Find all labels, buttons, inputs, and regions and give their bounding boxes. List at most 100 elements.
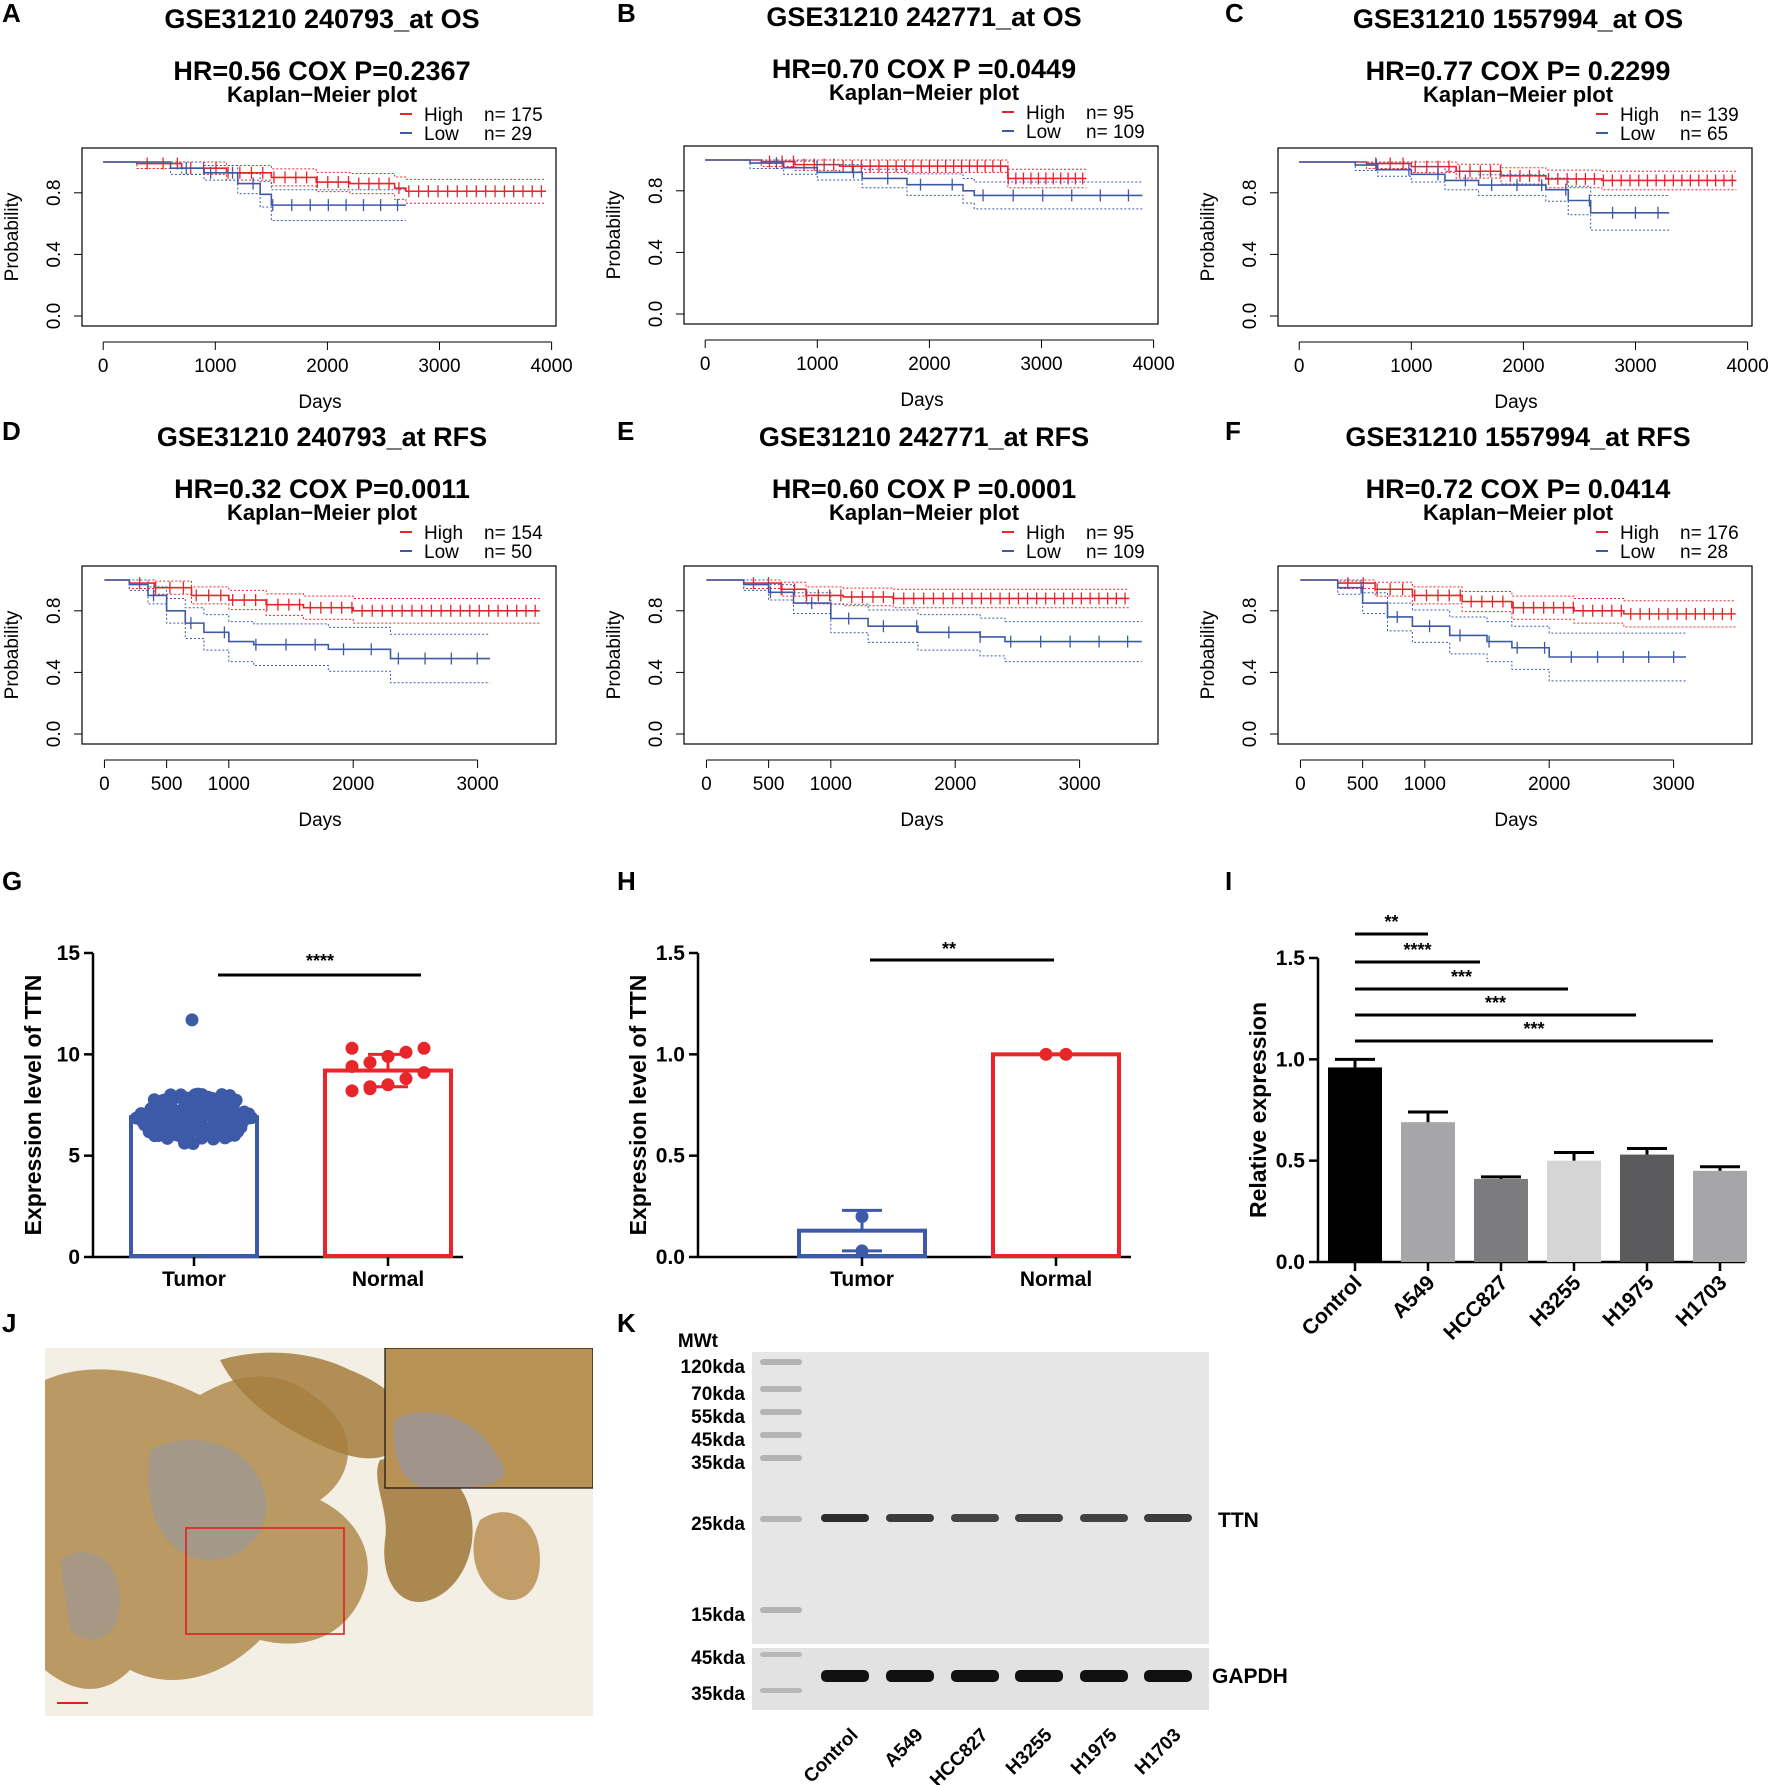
ladder-band — [760, 1359, 802, 1365]
gapdh-band — [951, 1670, 999, 1682]
km-subtitle: Kaplan−Meier plot — [1423, 82, 1614, 107]
lane-label: H1975 — [1067, 1724, 1122, 1779]
y-tick-label: 0.8 — [44, 598, 65, 624]
tissue-region — [473, 1512, 540, 1600]
y-axis-label: Relative expression — [1245, 1002, 1271, 1218]
km-plot-f: GSE31210 1557994_at RFS HR=0.72 COX P= 0.… — [1198, 422, 1753, 831]
km-title: GSE31210 242771_at RFS — [759, 422, 1089, 452]
ladder-band — [760, 1409, 802, 1415]
km-subtitle: Kaplan−Meier plot — [227, 500, 418, 525]
ci-upper-low — [103, 161, 406, 191]
data-point-normal — [381, 1078, 395, 1092]
mw-marker-label: 70kda — [691, 1384, 745, 1405]
x-tick-label: 500 — [753, 774, 785, 795]
y-tick-label: 0.0 — [1276, 1251, 1305, 1274]
y-axis-label: Probability — [1198, 192, 1219, 281]
data-point-tumor — [185, 1013, 199, 1027]
legend-low-n: n= 65 — [1680, 124, 1728, 145]
panel-label-h: H — [617, 866, 636, 896]
lane-label: H1703 — [1131, 1725, 1185, 1779]
legend-high-n: n= 176 — [1680, 523, 1739, 544]
km-stat: HR=0.70 COX P =0.0449 — [772, 54, 1076, 84]
ladder-band — [760, 1516, 802, 1522]
legend-high-n: n= 175 — [484, 105, 543, 126]
ttn-band — [886, 1514, 934, 1522]
data-point-normal — [345, 1059, 359, 1073]
y-tick-label: 15 — [57, 942, 81, 965]
km-stat: HR=0.32 COX P=0.0011 — [174, 474, 470, 504]
ci-lower-low — [706, 579, 1142, 663]
data-point-tumor — [215, 1088, 229, 1102]
y-axis-label: Expression level of TTN — [625, 975, 651, 1236]
x-axis-label: Days — [900, 810, 943, 831]
ci-upper-high — [104, 579, 540, 599]
y-tick-label: 0.0 — [646, 721, 667, 747]
lane-label: Control — [800, 1725, 863, 1785]
blot-ttn-membrane — [752, 1352, 1209, 1644]
legend-low-label: Low — [1620, 124, 1655, 145]
y-tick-label: 1.5 — [1276, 947, 1306, 970]
ci-lower-high — [1299, 161, 1737, 191]
ci-lower-high — [104, 579, 540, 624]
data-point-tumor — [186, 1137, 200, 1151]
significance-label: *** — [1523, 1019, 1544, 1039]
legend-high-n: n= 139 — [1680, 105, 1739, 126]
mw-marker-label: 45kda — [691, 1430, 745, 1451]
y-tick-label: 0.4 — [646, 659, 667, 686]
legend-high-label: High — [1026, 523, 1065, 544]
stroma-region — [148, 1440, 267, 1560]
ci-lower-low — [103, 161, 406, 222]
y-tick-label: 0.4 — [44, 659, 65, 686]
gapdh-band — [821, 1670, 869, 1682]
km-plot-a: GSE31210 240793_at OS HR=0.56 COX P=0.236… — [2, 4, 573, 413]
legend-low-n: n= 28 — [1680, 542, 1728, 563]
data-point-tumor — [190, 1108, 204, 1122]
plot-frame — [1277, 147, 1753, 327]
data-point-tumor — [197, 1094, 211, 1108]
data-point-tumor — [218, 1131, 232, 1145]
y-axis-label: Expression level of TTN — [20, 975, 46, 1236]
y-tick-label: 0 — [68, 1246, 80, 1269]
data-point-tumor — [205, 1126, 219, 1140]
ci-upper-high — [1300, 579, 1736, 602]
y-axis-label: Probability — [604, 190, 625, 279]
legend-high-n: n= 154 — [484, 523, 543, 544]
panel-label-k: K — [617, 1308, 636, 1338]
survival-curve-high — [1300, 579, 1736, 615]
x-category-label: Normal — [352, 1268, 424, 1291]
data-point-tumor — [234, 1120, 248, 1134]
ladder-band — [760, 1607, 802, 1613]
x-tick-label: 0 — [700, 354, 711, 375]
x-tick-label: 4000 — [1132, 354, 1174, 375]
y-tick-label: 0.0 — [1240, 721, 1261, 747]
mw-marker-label: 15kda — [691, 1605, 745, 1626]
legend-high-label: High — [1620, 523, 1659, 544]
bar — [1547, 1160, 1601, 1262]
legend-low-label: Low — [424, 124, 459, 145]
x-tick-label: 3000 — [456, 774, 498, 795]
x-tick-label: 0 — [98, 356, 109, 377]
mw-marker-label: 25kda — [691, 1514, 745, 1535]
survival-curve-low — [706, 579, 1142, 643]
x-tick-label: 3000 — [418, 356, 460, 377]
x-tick-label: 4000 — [530, 356, 572, 377]
x-axis-label: Days — [1494, 392, 1537, 413]
legend-low-n: n= 29 — [484, 124, 532, 145]
legend-low-n: n= 50 — [484, 542, 532, 563]
western-blot: MWt TTN GAPDH 120kda70kda55kda45kda35kda… — [678, 1331, 1288, 1785]
y-tick-label: 0.0 — [656, 1246, 685, 1269]
y-tick-label: 0.4 — [1240, 241, 1261, 268]
y-axis-label: Probability — [2, 610, 23, 699]
legend-low-label: Low — [1026, 122, 1061, 143]
y-tick-label: 0.4 — [1240, 659, 1261, 686]
mw-marker-label: 35kda — [691, 1453, 745, 1474]
x-tick-label: 500 — [151, 774, 183, 795]
inset-border — [384, 1348, 593, 1489]
panel-label-d: D — [2, 416, 21, 446]
y-tick-label: 0.8 — [646, 598, 667, 624]
stroma-region — [60, 1552, 120, 1640]
ci-lower-low — [705, 159, 1143, 210]
x-category-label: Normal — [1020, 1268, 1092, 1291]
y-tick-label: 0.5 — [656, 1145, 686, 1168]
y-axis-label: Probability — [2, 192, 23, 281]
